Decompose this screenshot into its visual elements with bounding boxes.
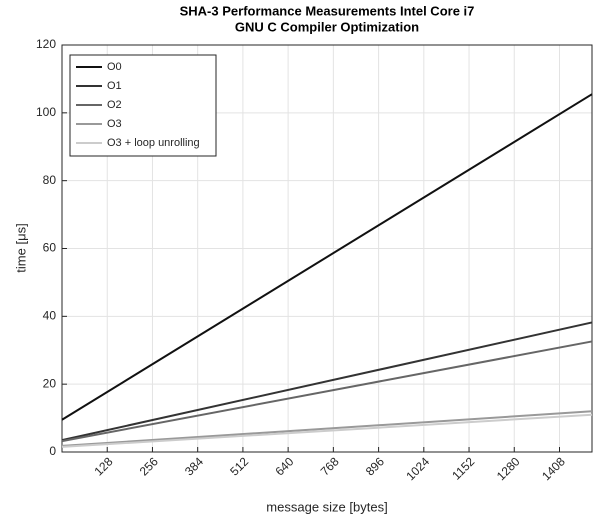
- line-series: [61, 410, 593, 447]
- chart-title: SHA-3 Performance Measurements Intel Cor…: [180, 3, 475, 18]
- legend-label: O3 + loop unrolling: [107, 137, 200, 149]
- x-tick-label: 1152: [449, 454, 477, 482]
- y-axis-label: time [μs]: [13, 223, 28, 272]
- x-tick-label: 1024: [403, 454, 432, 483]
- line-series: [61, 321, 593, 442]
- x-tick-label: 128: [92, 454, 116, 478]
- line-series: [61, 340, 593, 443]
- x-tick-label: 640: [272, 454, 296, 478]
- legend-label: O3: [107, 118, 122, 130]
- line-series: [61, 93, 593, 421]
- legend-label: O0: [107, 61, 122, 73]
- y-tick-label: 100: [36, 105, 56, 119]
- y-tick-label: 80: [43, 173, 57, 187]
- chart-subtitle: GNU C Compiler Optimization: [235, 19, 419, 34]
- legend-label: O2: [107, 99, 122, 111]
- y-tick-label: 120: [36, 37, 56, 51]
- x-tick-label: 896: [363, 454, 387, 478]
- x-tick-label: 1408: [539, 454, 568, 483]
- x-tick-label: 384: [182, 454, 206, 478]
- y-tick-label: 20: [43, 376, 57, 390]
- line-series: [61, 413, 593, 448]
- y-tick-label: 40: [43, 309, 57, 323]
- plot-frame: [61, 44, 593, 453]
- y-tick-label: 0: [49, 444, 56, 458]
- y-tick-label: 60: [43, 241, 57, 255]
- x-tick-label: 256: [137, 454, 161, 478]
- x-tick-label: 1280: [494, 454, 523, 483]
- x-tick-label: 768: [318, 454, 342, 478]
- legend-label: O1: [107, 80, 122, 92]
- x-axis-label: message size [bytes]: [266, 499, 387, 514]
- x-tick-label: 512: [227, 454, 251, 478]
